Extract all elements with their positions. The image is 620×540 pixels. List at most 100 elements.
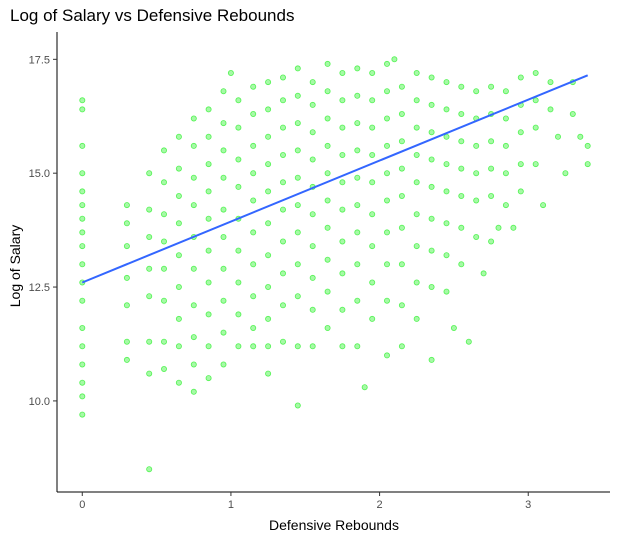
- data-point: [123, 356, 130, 363]
- data-point: [398, 261, 405, 268]
- data-point: [79, 297, 86, 304]
- data-point: [235, 124, 242, 131]
- data-point: [190, 202, 197, 209]
- data-point: [339, 179, 346, 186]
- data-point: [235, 183, 242, 190]
- data-point: [175, 220, 182, 227]
- data-point: [79, 361, 86, 368]
- data-point: [309, 306, 316, 313]
- data-point: [532, 161, 539, 168]
- data-point: [175, 315, 182, 322]
- trend-line: [81, 74, 589, 284]
- data-point: [79, 202, 86, 209]
- data-point: [79, 411, 86, 418]
- data-point: [354, 92, 361, 99]
- data-point: [354, 174, 361, 181]
- data-point: [428, 356, 435, 363]
- data-point: [190, 142, 197, 149]
- data-point: [79, 379, 86, 386]
- data-point: [369, 151, 376, 158]
- data-point: [79, 243, 86, 250]
- data-point: [473, 88, 480, 95]
- data-point: [398, 138, 405, 145]
- data-point: [584, 142, 591, 149]
- data-point: [458, 83, 465, 90]
- data-point: [190, 361, 197, 368]
- data-point: [220, 329, 227, 336]
- data-point: [339, 124, 346, 131]
- data-point: [443, 79, 450, 86]
- data-point: [458, 192, 465, 199]
- data-point: [540, 202, 547, 209]
- data-point: [502, 115, 509, 122]
- data-point: [413, 211, 420, 218]
- data-point: [250, 170, 257, 177]
- data-point: [205, 215, 212, 222]
- data-point: [220, 174, 227, 181]
- data-point: [205, 279, 212, 286]
- data-point: [190, 302, 197, 309]
- data-point: [175, 133, 182, 140]
- data-point: [369, 279, 376, 286]
- axes: 0 1 2 3 10.0 12.5 15.0 17.5: [29, 32, 610, 511]
- data-point: [324, 224, 331, 231]
- data-point: [428, 101, 435, 108]
- data-point: [369, 243, 376, 250]
- data-point: [413, 97, 420, 104]
- data-point: [265, 106, 272, 113]
- data-point: [146, 233, 153, 240]
- data-point: [205, 375, 212, 382]
- data-point: [369, 315, 376, 322]
- data-point: [443, 161, 450, 168]
- data-point: [190, 388, 197, 395]
- data-point: [428, 74, 435, 81]
- data-point: [510, 224, 517, 231]
- data-point: [79, 142, 86, 149]
- data-point: [383, 60, 390, 67]
- data-point: [79, 261, 86, 268]
- data-point: [383, 115, 390, 122]
- data-point: [495, 224, 502, 231]
- y-tick-label: 17.5: [29, 54, 50, 66]
- data-point: [175, 343, 182, 350]
- data-point: [220, 206, 227, 213]
- data-point: [294, 229, 301, 236]
- data-point: [339, 206, 346, 213]
- data-point: [146, 265, 153, 272]
- data-point: [250, 197, 257, 204]
- data-point: [324, 324, 331, 331]
- data-point: [473, 197, 480, 204]
- data-point: [383, 297, 390, 304]
- data-point: [265, 220, 272, 227]
- data-point: [443, 288, 450, 295]
- data-point: [383, 229, 390, 236]
- data-point: [220, 297, 227, 304]
- data-point: [265, 161, 272, 168]
- data-point: [175, 283, 182, 290]
- data-point: [502, 170, 509, 177]
- data-point: [190, 265, 197, 272]
- data-point: [443, 252, 450, 259]
- data-point: [123, 338, 130, 345]
- data-point: [458, 261, 465, 268]
- data-point: [79, 215, 86, 222]
- data-point: [79, 188, 86, 195]
- data-point: [220, 361, 227, 368]
- data-point: [354, 65, 361, 72]
- data-point: [413, 70, 420, 77]
- x-tick-label: 2: [377, 499, 383, 511]
- data-point: [324, 60, 331, 67]
- data-point: [294, 202, 301, 209]
- data-point: [354, 343, 361, 350]
- data-point: [294, 402, 301, 409]
- data-point: [428, 129, 435, 136]
- data-point: [79, 170, 86, 177]
- data-point: [265, 315, 272, 322]
- data-point: [428, 247, 435, 254]
- data-point: [190, 174, 197, 181]
- data-point: [324, 142, 331, 149]
- data-point: [279, 97, 286, 104]
- data-point: [146, 466, 153, 473]
- data-point: [324, 170, 331, 177]
